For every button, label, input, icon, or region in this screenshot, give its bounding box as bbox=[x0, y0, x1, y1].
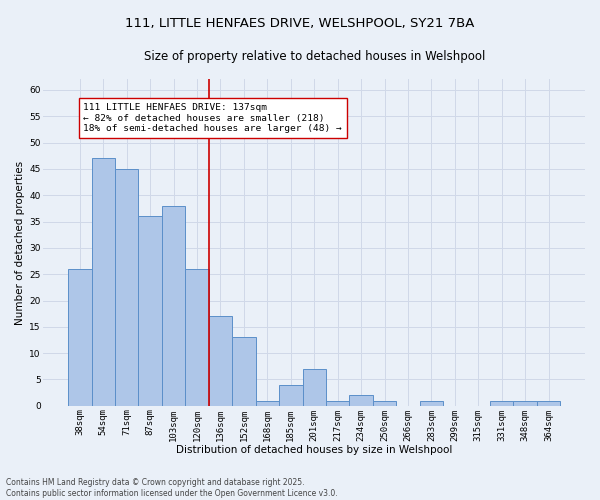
Text: Contains HM Land Registry data © Crown copyright and database right 2025.
Contai: Contains HM Land Registry data © Crown c… bbox=[6, 478, 338, 498]
Bar bbox=[92, 158, 115, 406]
Bar bbox=[420, 400, 443, 406]
Bar bbox=[514, 400, 537, 406]
Bar bbox=[349, 396, 373, 406]
Bar bbox=[162, 206, 185, 406]
Bar bbox=[115, 169, 139, 406]
Title: Size of property relative to detached houses in Welshpool: Size of property relative to detached ho… bbox=[143, 50, 485, 63]
Bar bbox=[185, 269, 209, 406]
Bar bbox=[139, 216, 162, 406]
Bar bbox=[537, 400, 560, 406]
Bar bbox=[326, 400, 349, 406]
Text: 111 LITTLE HENFAES DRIVE: 137sqm
← 82% of detached houses are smaller (218)
18% : 111 LITTLE HENFAES DRIVE: 137sqm ← 82% o… bbox=[83, 103, 342, 133]
Bar bbox=[302, 369, 326, 406]
Bar bbox=[256, 400, 279, 406]
Text: 111, LITTLE HENFAES DRIVE, WELSHPOOL, SY21 7BA: 111, LITTLE HENFAES DRIVE, WELSHPOOL, SY… bbox=[125, 18, 475, 30]
X-axis label: Distribution of detached houses by size in Welshpool: Distribution of detached houses by size … bbox=[176, 445, 452, 455]
Bar bbox=[373, 400, 396, 406]
Bar bbox=[209, 316, 232, 406]
Y-axis label: Number of detached properties: Number of detached properties bbox=[15, 160, 25, 324]
Bar bbox=[68, 269, 92, 406]
Bar bbox=[232, 338, 256, 406]
Bar bbox=[490, 400, 514, 406]
Bar bbox=[279, 385, 302, 406]
